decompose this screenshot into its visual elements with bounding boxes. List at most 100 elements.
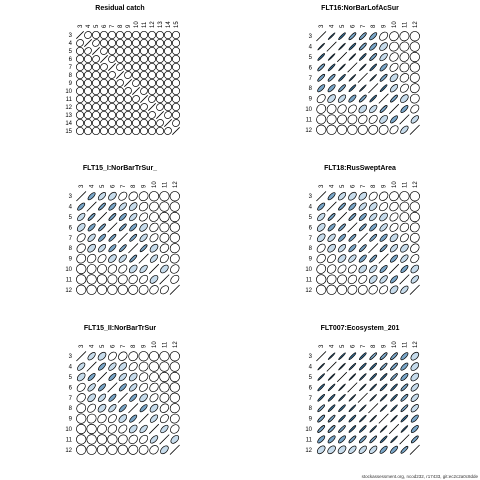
correlation-ellipse <box>99 118 109 128</box>
correlation-ellipse <box>400 445 409 454</box>
correlation-ellipse <box>83 78 93 88</box>
correlation-ellipse <box>379 212 388 222</box>
correlation-ellipse <box>379 63 388 72</box>
correlation-ellipse <box>369 425 377 433</box>
correlation-ellipse <box>389 191 399 202</box>
correlation-ellipse <box>76 413 87 424</box>
col-tick-label: 8 <box>371 24 377 28</box>
correlation-ellipse <box>170 424 180 434</box>
diagonal-mark <box>368 83 379 94</box>
correlation-ellipse <box>147 78 157 88</box>
panel-title: FLT16:NorBarLofAcSur <box>321 5 399 12</box>
correlation-ellipse <box>108 244 117 253</box>
correlation-ellipse <box>128 191 138 201</box>
correlation-ellipse <box>327 233 336 242</box>
correlation-ellipse <box>149 222 159 233</box>
correlation-ellipse <box>409 211 420 223</box>
diagonal-mark <box>148 423 160 435</box>
correlation-ellipse <box>117 274 128 285</box>
correlation-ellipse <box>139 38 149 48</box>
correlation-ellipse <box>96 284 108 295</box>
correlation-ellipse <box>147 46 157 56</box>
correlation-ellipse <box>107 118 117 128</box>
row-tick-label: 10 <box>305 427 312 433</box>
correlation-ellipse <box>159 371 170 383</box>
correlation-ellipse <box>369 42 378 51</box>
correlation-ellipse <box>368 275 378 284</box>
correlation-ellipse <box>75 78 85 88</box>
correlation-ellipse <box>91 70 101 80</box>
col-tick-label: 4 <box>86 24 92 28</box>
correlation-ellipse <box>369 53 378 61</box>
correlation-ellipse <box>139 54 149 64</box>
correlation-ellipse <box>139 30 149 40</box>
col-tick-label: 3 <box>79 344 85 348</box>
correlation-ellipse <box>169 191 180 202</box>
row-tick-label: 12 <box>305 448 312 454</box>
col-tick-label: 7 <box>361 24 367 28</box>
correlation-ellipse <box>359 414 367 423</box>
correlation-ellipse <box>115 86 125 96</box>
col-tick-label: 7 <box>121 184 127 188</box>
col-tick-label: 10 <box>134 21 140 28</box>
correlation-ellipse <box>327 414 336 423</box>
correlation-ellipse <box>128 434 138 445</box>
correlation-ellipse <box>87 383 96 392</box>
correlation-ellipse <box>99 110 109 120</box>
correlation-ellipse <box>368 202 378 211</box>
correlation-ellipse <box>118 223 127 232</box>
correlation-ellipse <box>378 191 389 201</box>
correlation-ellipse <box>399 31 410 42</box>
panel-3: FLT15_I:NorBarTrSur_33445566778899101011… <box>65 165 180 295</box>
correlation-ellipse <box>159 232 170 243</box>
correlation-ellipse <box>399 52 410 62</box>
diagonal-mark <box>357 392 368 403</box>
col-tick-label: 7 <box>361 184 367 188</box>
diagonal-mark <box>409 124 420 135</box>
correlation-ellipse <box>357 284 368 295</box>
col-tick-label: 12 <box>150 21 156 28</box>
correlation-ellipse <box>316 114 327 125</box>
diagonal-mark <box>86 361 97 372</box>
row-tick-label: 3 <box>69 194 73 200</box>
correlation-ellipse <box>108 373 117 381</box>
row-tick-label: 8 <box>69 73 73 79</box>
col-tick-label: 10 <box>152 341 158 348</box>
correlation-ellipse <box>129 383 138 392</box>
correlation-ellipse <box>155 94 165 104</box>
correlation-ellipse <box>124 87 132 95</box>
correlation-ellipse <box>76 372 86 382</box>
correlation-ellipse <box>84 47 92 55</box>
correlation-ellipse <box>327 254 337 264</box>
correlation-ellipse <box>169 243 180 254</box>
correlation-ellipse <box>379 52 388 62</box>
correlation-ellipse <box>99 30 109 40</box>
diagonal-mark <box>92 47 100 55</box>
correlation-ellipse <box>149 382 159 393</box>
correlation-ellipse <box>75 54 85 64</box>
correlation-ellipse <box>348 352 357 360</box>
correlation-ellipse <box>337 114 347 125</box>
correlation-ellipse <box>338 223 346 232</box>
correlation-ellipse <box>369 373 377 381</box>
correlation-ellipse <box>316 253 326 264</box>
correlation-ellipse <box>317 73 326 82</box>
correlation-ellipse <box>107 444 118 455</box>
correlation-ellipse <box>107 110 117 120</box>
correlation-ellipse <box>149 435 159 444</box>
correlation-ellipse <box>75 126 85 136</box>
correlation-ellipse <box>163 30 173 40</box>
correlation-ellipse <box>379 244 388 253</box>
correlation-ellipse <box>348 362 357 371</box>
correlation-ellipse <box>171 70 181 80</box>
correlation-ellipse <box>336 284 348 295</box>
correlation-ellipse <box>400 125 409 134</box>
correlation-ellipse <box>159 285 169 295</box>
correlation-ellipse <box>129 233 138 242</box>
correlation-ellipse <box>108 404 117 413</box>
correlation-ellipse <box>108 71 116 79</box>
correlation-ellipse <box>159 403 170 413</box>
correlation-ellipse <box>390 445 398 454</box>
row-tick-label: 12 <box>305 288 312 294</box>
correlation-ellipse <box>410 351 420 361</box>
